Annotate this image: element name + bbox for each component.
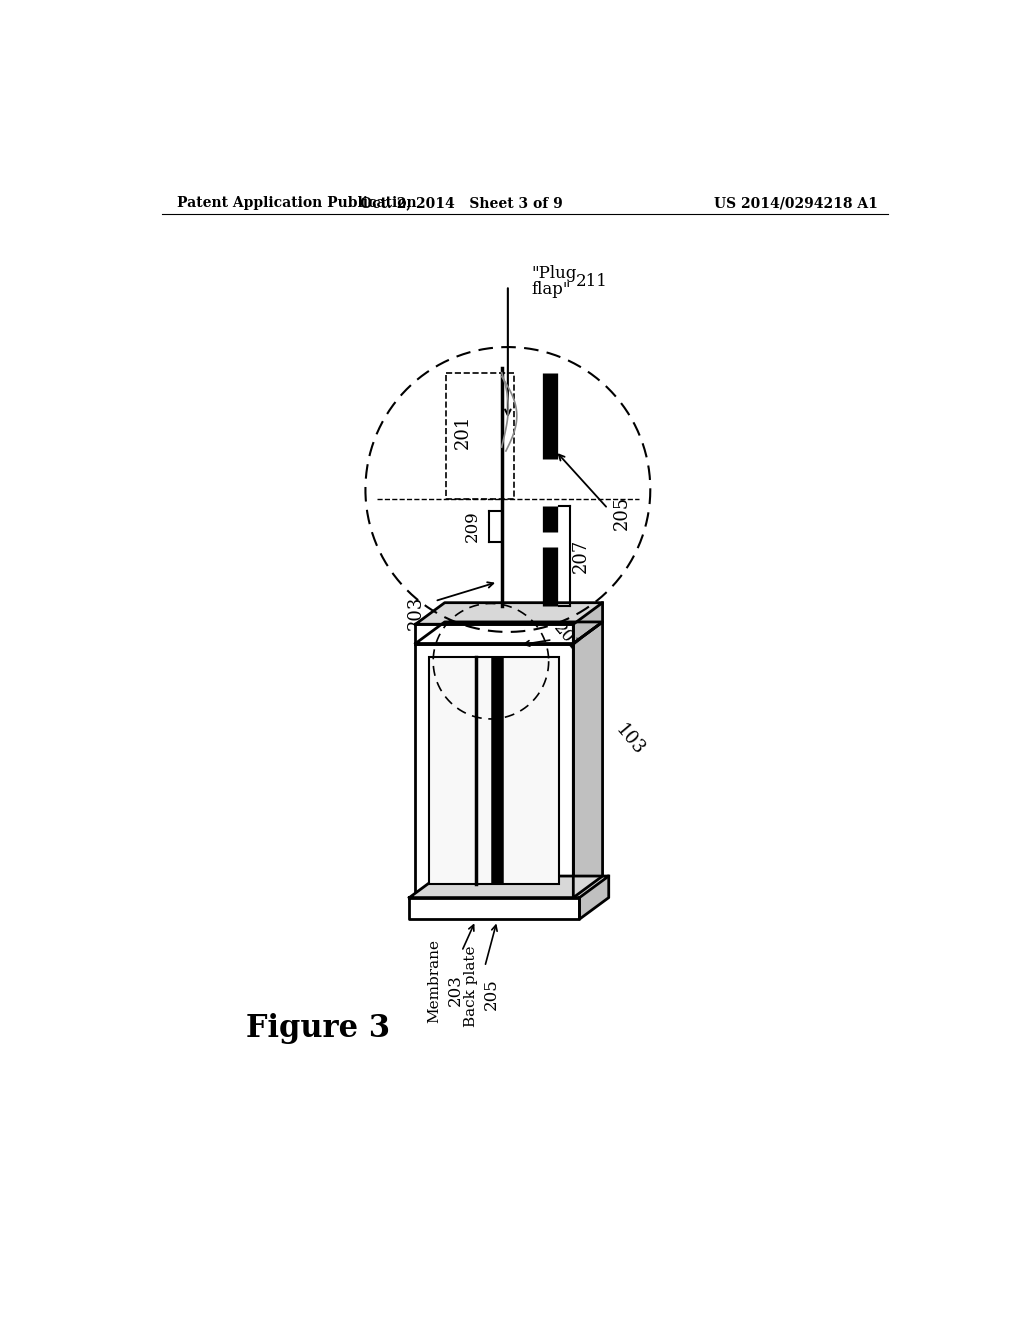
Text: "Plug: "Plug: [531, 265, 577, 282]
Text: 211: 211: [575, 273, 607, 290]
Text: US 2014/0294218 A1: US 2014/0294218 A1: [714, 197, 878, 210]
Polygon shape: [580, 876, 608, 919]
Text: Patent Application Publication: Patent Application Publication: [177, 197, 417, 210]
Text: 207: 207: [572, 540, 590, 573]
Text: Membrane: Membrane: [428, 939, 441, 1023]
Text: 103: 103: [611, 721, 648, 759]
Polygon shape: [416, 622, 602, 644]
Polygon shape: [410, 876, 608, 898]
Text: 203: 203: [407, 595, 425, 630]
Bar: [446, 372, 514, 499]
Text: 201: 201: [550, 619, 584, 655]
Polygon shape: [410, 898, 580, 919]
Bar: [429, 657, 559, 884]
Text: Back plate: Back plate: [464, 945, 478, 1027]
Polygon shape: [416, 624, 573, 644]
Text: 205: 205: [612, 495, 631, 529]
Text: Oct. 2, 2014   Sheet 3 of 9: Oct. 2, 2014 Sheet 3 of 9: [360, 197, 563, 210]
Text: 209: 209: [464, 511, 481, 543]
Polygon shape: [573, 603, 602, 644]
Polygon shape: [573, 622, 602, 898]
Text: Figure 3: Figure 3: [246, 1012, 390, 1044]
Text: 203: 203: [447, 974, 464, 1006]
Text: 201: 201: [455, 414, 472, 449]
Bar: [416, 644, 573, 898]
Polygon shape: [416, 603, 602, 624]
Text: 205: 205: [482, 978, 500, 1010]
Text: flap": flap": [531, 281, 570, 298]
